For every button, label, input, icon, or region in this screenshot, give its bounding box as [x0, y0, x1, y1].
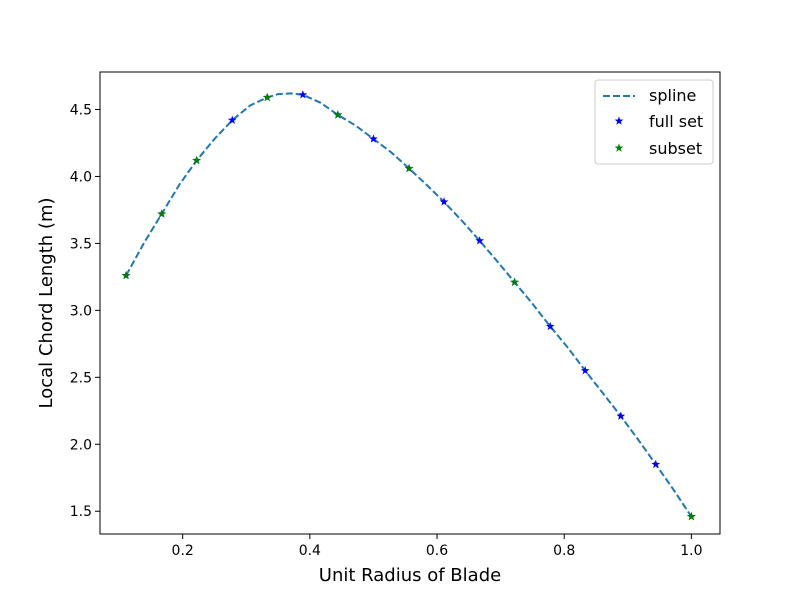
full-set-point: [616, 411, 626, 420]
y-axis-label: Local Chord Length (m): [36, 198, 57, 409]
y-tick-label: 2.0: [70, 437, 92, 453]
subset-point: [333, 110, 343, 119]
full-set-point: [298, 90, 308, 99]
subset-point: [262, 92, 272, 102]
x-tick-label: 0.2: [172, 543, 194, 559]
x-tick-label: 0.8: [553, 543, 575, 559]
legend-spline-label: spline: [649, 86, 696, 105]
ticks-layer: 0.2 0.4 0.6 0.8 1.0 1.5 2.0 2.5 3.0 3.5 4.0 4.5: [70, 102, 703, 559]
x-tick-label: 0.6: [426, 543, 448, 559]
subset-point: [157, 209, 167, 218]
subset-point: [687, 511, 696, 521]
series-spline-line: [125, 92, 693, 518]
legend-box: [594, 79, 714, 165]
y-tick-label: 3.5: [70, 236, 92, 252]
subset-point: [510, 277, 519, 286]
subset-point: [404, 163, 414, 173]
x-tick-label: 0.4: [299, 543, 321, 559]
legend: spline full set subset: [594, 79, 714, 165]
y-tick-label: 2.5: [70, 370, 92, 386]
full-set-point: [227, 115, 237, 124]
y-tick-label: 1.5: [70, 504, 92, 520]
full-set-point: [580, 366, 590, 375]
x-axis-label: Unit Radius of Blade: [319, 565, 501, 586]
legend-subset-label: subset: [649, 139, 702, 158]
plot-layer: [121, 90, 696, 521]
x-tick-label: 1.0: [680, 543, 702, 559]
legend-full-set-star: [614, 116, 624, 125]
subset-point: [121, 270, 131, 280]
full-set-point: [369, 134, 378, 143]
y-tick-label: 4.5: [70, 102, 92, 118]
y-tick-label: 3.0: [70, 303, 92, 319]
subset-point: [192, 155, 202, 165]
legend-subset-star: [614, 143, 624, 152]
full-set-point: [439, 197, 449, 206]
legend-subset-marker: [614, 143, 624, 152]
legend-full-set-marker: [614, 116, 624, 125]
full-set-point: [651, 459, 661, 469]
full-set-point: [475, 236, 485, 245]
plot-frame: [99, 71, 721, 535]
full-set-point: [545, 321, 555, 331]
legend-full-set-label: full set: [649, 112, 703, 131]
y-tick-label: 4.0: [70, 169, 92, 185]
